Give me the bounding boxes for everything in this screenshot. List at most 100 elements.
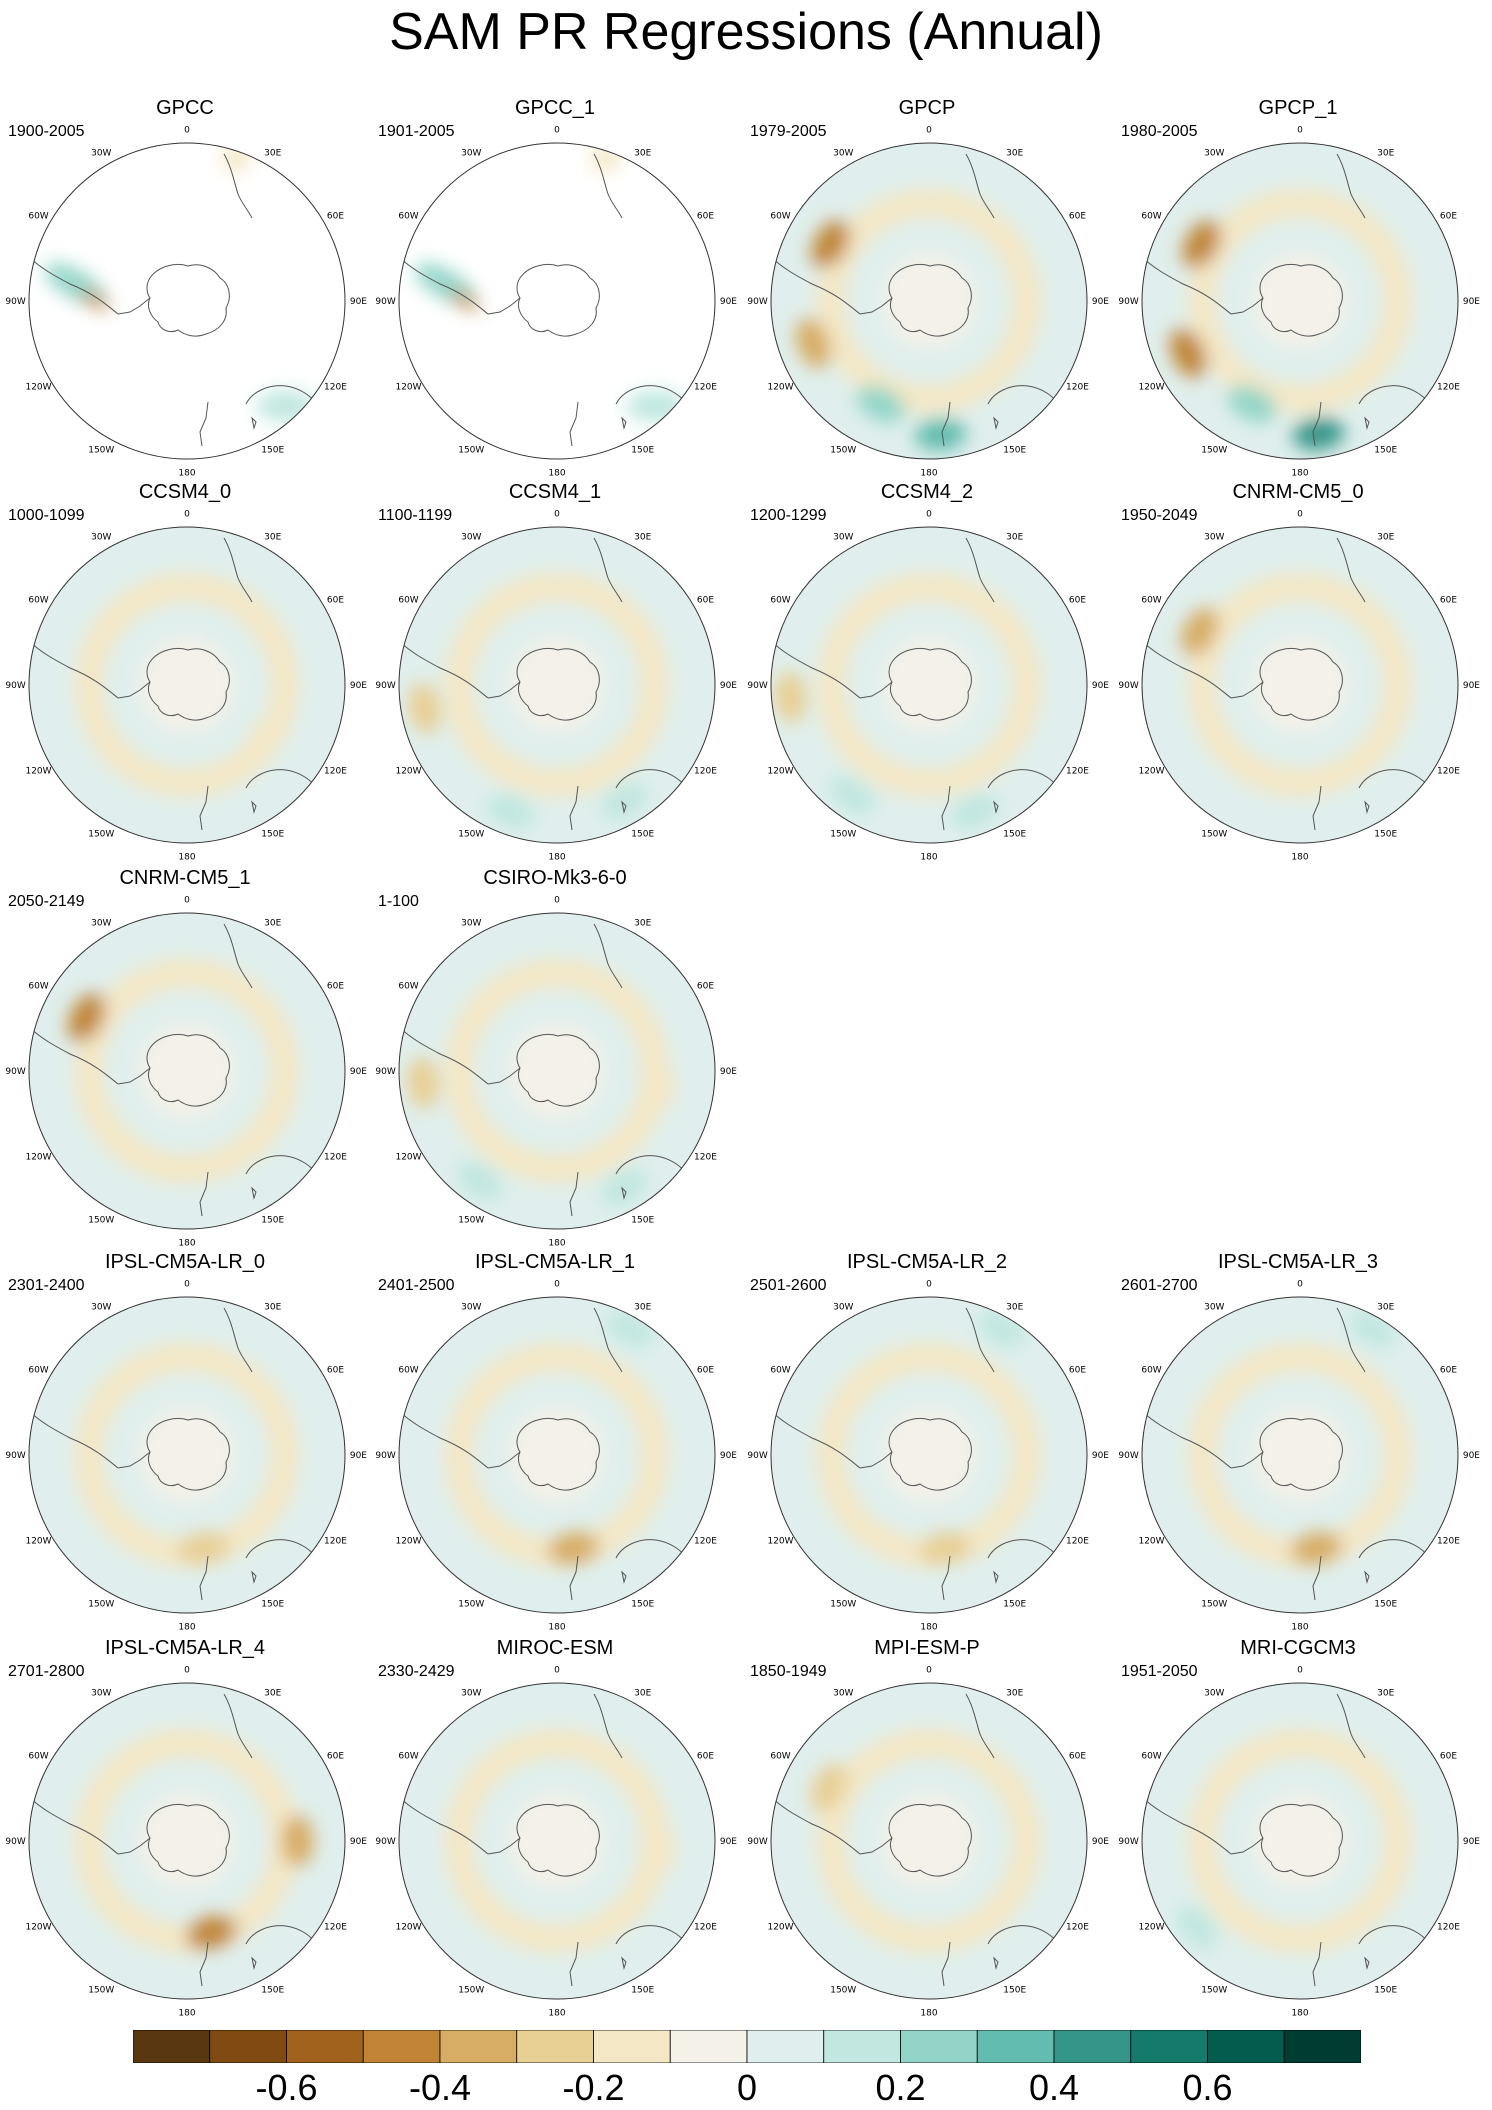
longitude-label: 60W <box>398 1751 418 1761</box>
longitude-label: 60E <box>1440 211 1457 221</box>
coastline <box>29 255 119 315</box>
coastline <box>888 1804 972 1877</box>
longitude-label: 60W <box>770 211 790 221</box>
panel-title: MPI-ESM-P <box>874 1637 980 1659</box>
longitude-label: 60W <box>28 1365 48 1375</box>
coastline <box>399 1795 489 1855</box>
longitude-label: 150W <box>88 1985 114 1995</box>
panel-period: 1979-2005 <box>750 123 827 140</box>
longitude-label: 30E <box>1377 1689 1394 1699</box>
anomaly-blob <box>828 775 876 815</box>
longitude-label: 0 <box>1297 1280 1303 1290</box>
coastline <box>251 1570 257 1584</box>
longitude-label: 120E <box>1437 1923 1460 1933</box>
longitude-label: 120E <box>694 767 717 777</box>
colorbar-tick-label: 0.4 <box>1028 2067 1080 2108</box>
longitude-label: 60E <box>1069 1365 1086 1375</box>
map-panel: IPSL-CM5A-LR_0 2301-2400 0 30E 60E 90E 120E 150… <box>0 1250 370 1633</box>
coastline <box>621 1956 627 1970</box>
coastline <box>1336 537 1366 603</box>
longitude-label: 30E <box>264 919 281 929</box>
longitude-label: 120E <box>694 383 717 393</box>
longitude-label: 30W <box>833 149 853 159</box>
coastline <box>1312 1555 1322 1601</box>
panel-period: 1951-2050 <box>1121 1663 1198 1680</box>
anomaly-blob <box>407 1056 440 1109</box>
longitude-label: 120E <box>324 1537 347 1547</box>
polar-map: 0 30E 60E 90E 120E 150E 180 150W 120W 90W 60W 30W <box>1118 510 1480 863</box>
polar-map: 0 30E 60E 90E 120E 150E 180 150W 120W 90W 60W 30W <box>375 896 737 1249</box>
map-boundary <box>28 912 346 1230</box>
longitude-label: 150E <box>631 1599 654 1609</box>
coastline <box>569 785 579 831</box>
panel-title: IPSL-CM5A-LR_4 <box>104 1637 266 1659</box>
coastline <box>888 648 972 721</box>
coastline <box>941 1555 951 1601</box>
map-boundary <box>398 142 716 460</box>
map-boundary <box>1141 1296 1459 1614</box>
longitude-label: 120W <box>767 1537 793 1547</box>
anomaly-blob <box>1180 607 1219 656</box>
longitude-label: 60E <box>697 1751 714 1761</box>
anomaly-blob <box>450 290 480 310</box>
longitude-label: 90E <box>1092 681 1109 691</box>
polar-map: 0 30E 60E 90E 120E 150E 180 150W 120W 90W 60W 30W <box>375 510 737 863</box>
map-boundary <box>1141 526 1459 844</box>
coastline <box>199 401 209 447</box>
polar-map: 0 30E 60E 90E 120E 150E 180 150W 120W 90W 60W 30W <box>375 1280 737 1633</box>
anomaly-blob <box>856 385 906 423</box>
polar-map: 0 30E 60E 90E 120E 150E 180 150W 120W 90W 60W 30W <box>5 126 367 479</box>
longitude-label: 0 <box>184 510 190 520</box>
coastline <box>1142 639 1232 699</box>
panel-period: 1850-1949 <box>750 1663 827 1680</box>
coastline <box>1312 785 1322 831</box>
longitude-label: 180 <box>548 1238 565 1248</box>
longitude-label: 120W <box>25 1537 51 1547</box>
colorbar-swatch <box>133 2030 211 2063</box>
panel-title: GPCC_1 <box>514 97 596 119</box>
longitude-label: 150W <box>458 1599 484 1609</box>
panel-period: 2301-2400 <box>8 1277 85 1294</box>
map-boundary <box>398 526 716 844</box>
longitude-label: 0 <box>1297 1666 1303 1676</box>
anomaly-core <box>1252 253 1348 349</box>
anomaly-core <box>1252 637 1348 733</box>
longitude-label: 150W <box>458 1215 484 1225</box>
background-field <box>29 143 345 459</box>
anomaly-blob <box>186 1915 237 1950</box>
longitude-label: 30W <box>461 149 481 159</box>
longitude-label: 90W <box>375 1837 395 1847</box>
longitude-label: 30W <box>1204 149 1224 159</box>
polar-map: 0 30E 60E 90E 120E 150E 180 150W 120W 90W 60W 30W <box>5 1280 367 1633</box>
longitude-label: 30E <box>264 149 281 159</box>
coastline <box>487 297 521 315</box>
longitude-label: 120W <box>395 1153 421 1163</box>
longitude-label: 180 <box>920 2008 937 2018</box>
panel-title: CNRM-CM5_1 <box>119 867 251 889</box>
map-panel: IPSL-CM5A-LR_1 2401-2500 0 30E 60E 90E 120E 150… <box>370 1250 740 1633</box>
coastline <box>593 537 623 603</box>
longitude-label: 60W <box>398 981 418 991</box>
coastline <box>146 1418 230 1491</box>
longitude-label: 60E <box>1069 595 1086 605</box>
longitude-label: 30E <box>634 149 651 159</box>
coastline <box>1142 1795 1232 1855</box>
longitude-label: 90E <box>350 1837 367 1847</box>
longitude-label: 120W <box>395 383 421 393</box>
anomaly-ring <box>445 573 669 797</box>
anomaly-ring <box>75 959 299 1183</box>
panel-period: 2501-2600 <box>750 1277 827 1294</box>
longitude-label: 0 <box>1297 510 1303 520</box>
panel-title: CCSM4_1 <box>508 481 602 503</box>
map-boundary <box>770 526 1088 844</box>
map-panel: CCSM4_2 1200-1299 0 30E 60E 90E 120E 150E 180 150… <box>742 480 1112 862</box>
anomaly-ring <box>817 1729 1041 1953</box>
longitude-label: 120W <box>1138 1923 1164 1933</box>
coastline <box>487 1837 521 1855</box>
longitude-label: 30W <box>461 1303 481 1313</box>
longitude-label: 60E <box>1069 1751 1086 1761</box>
longitude-label: 120W <box>395 767 421 777</box>
colorbar-swatch <box>593 2030 671 2063</box>
anomaly-blob <box>1292 417 1345 451</box>
anomaly-blob <box>1182 220 1221 269</box>
